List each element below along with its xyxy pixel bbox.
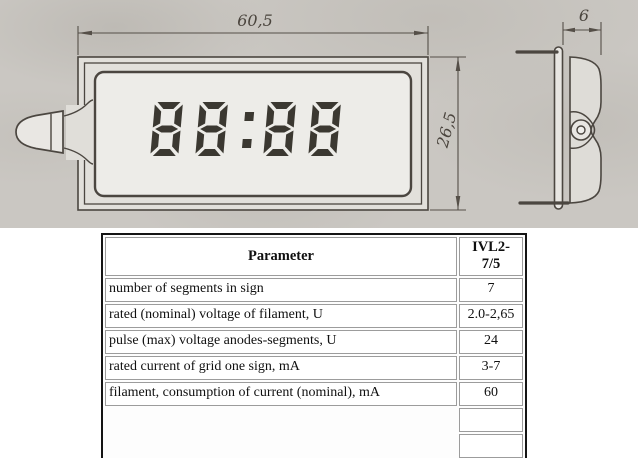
param-cell: rated (nominal) voltage of filament, U — [105, 303, 457, 328]
side-view — [515, 46, 602, 210]
table-row: filament, consumption of current (nomina… — [105, 381, 523, 406]
param-cell — [105, 434, 457, 458]
arrowhead — [455, 57, 461, 71]
value-cell — [459, 433, 523, 458]
dimension-depth: 6 — [562, 6, 602, 55]
table-row: rated current of grid one sign, mA 3-7 — [105, 355, 523, 380]
table-row: rated (nominal) voltage of filament, U 2… — [105, 303, 523, 328]
table-row-empty — [105, 407, 523, 432]
arrowhead — [78, 30, 92, 36]
column-header-parameter: Parameter — [105, 237, 457, 276]
value-cell: 2.0-2,65 — [459, 303, 523, 328]
side-faceplate — [553, 46, 564, 210]
display-glass-window — [93, 70, 413, 198]
param-cell — [105, 408, 457, 432]
dimension-height-label: 26,5 — [432, 110, 460, 150]
vfd-technical-drawing: 60,5 26,5 6 — [15, 6, 602, 211]
value-cell: 3-7 — [459, 355, 523, 380]
arrowhead — [563, 27, 575, 33]
tip-cone — [15, 109, 64, 155]
tip-fillet-bottom — [63, 147, 94, 165]
param-cell: rated current of grid one sign, mA — [105, 355, 457, 380]
dimension-width-label: 60,5 — [237, 11, 273, 30]
dimension-width: 60,5 — [77, 11, 429, 55]
param-cell: number of segments in sign — [105, 277, 457, 302]
front-view — [15, 56, 429, 211]
param-cell: pulse (max) voltage anodes-segments, U — [105, 329, 457, 354]
dimension-height: 26,5 — [430, 56, 466, 211]
param-cell: filament, consumption of current (nomina… — [105, 381, 457, 406]
value-cell: 7 — [459, 277, 523, 302]
side-pinch-teardrop — [569, 110, 596, 150]
getter-circle-inner — [576, 125, 586, 135]
display-digits — [150, 102, 341, 156]
value-cell: 24 — [459, 329, 523, 354]
drawing-scan-area: 60,5 26,5 6 — [0, 0, 638, 228]
table-row: number of segments in sign 7 — [105, 277, 523, 302]
table-row-empty — [105, 433, 523, 458]
table-row: pulse (max) voltage anodes-segments, U 2… — [105, 329, 523, 354]
parameter-table: Parameter IVL2-7/5 number of segments in… — [101, 233, 527, 458]
value-cell: 60 — [459, 381, 523, 406]
table-header-row: Parameter IVL2-7/5 — [105, 237, 523, 276]
tip-fillet-top — [63, 99, 94, 117]
dimension-depth-label: 6 — [579, 6, 589, 25]
value-cell — [459, 407, 523, 432]
arrowhead — [414, 30, 428, 36]
column-header-model: IVL2-7/5 — [459, 237, 523, 276]
arrowhead — [455, 196, 461, 210]
exhaust-tip — [15, 99, 94, 165]
arrowhead — [589, 27, 601, 33]
